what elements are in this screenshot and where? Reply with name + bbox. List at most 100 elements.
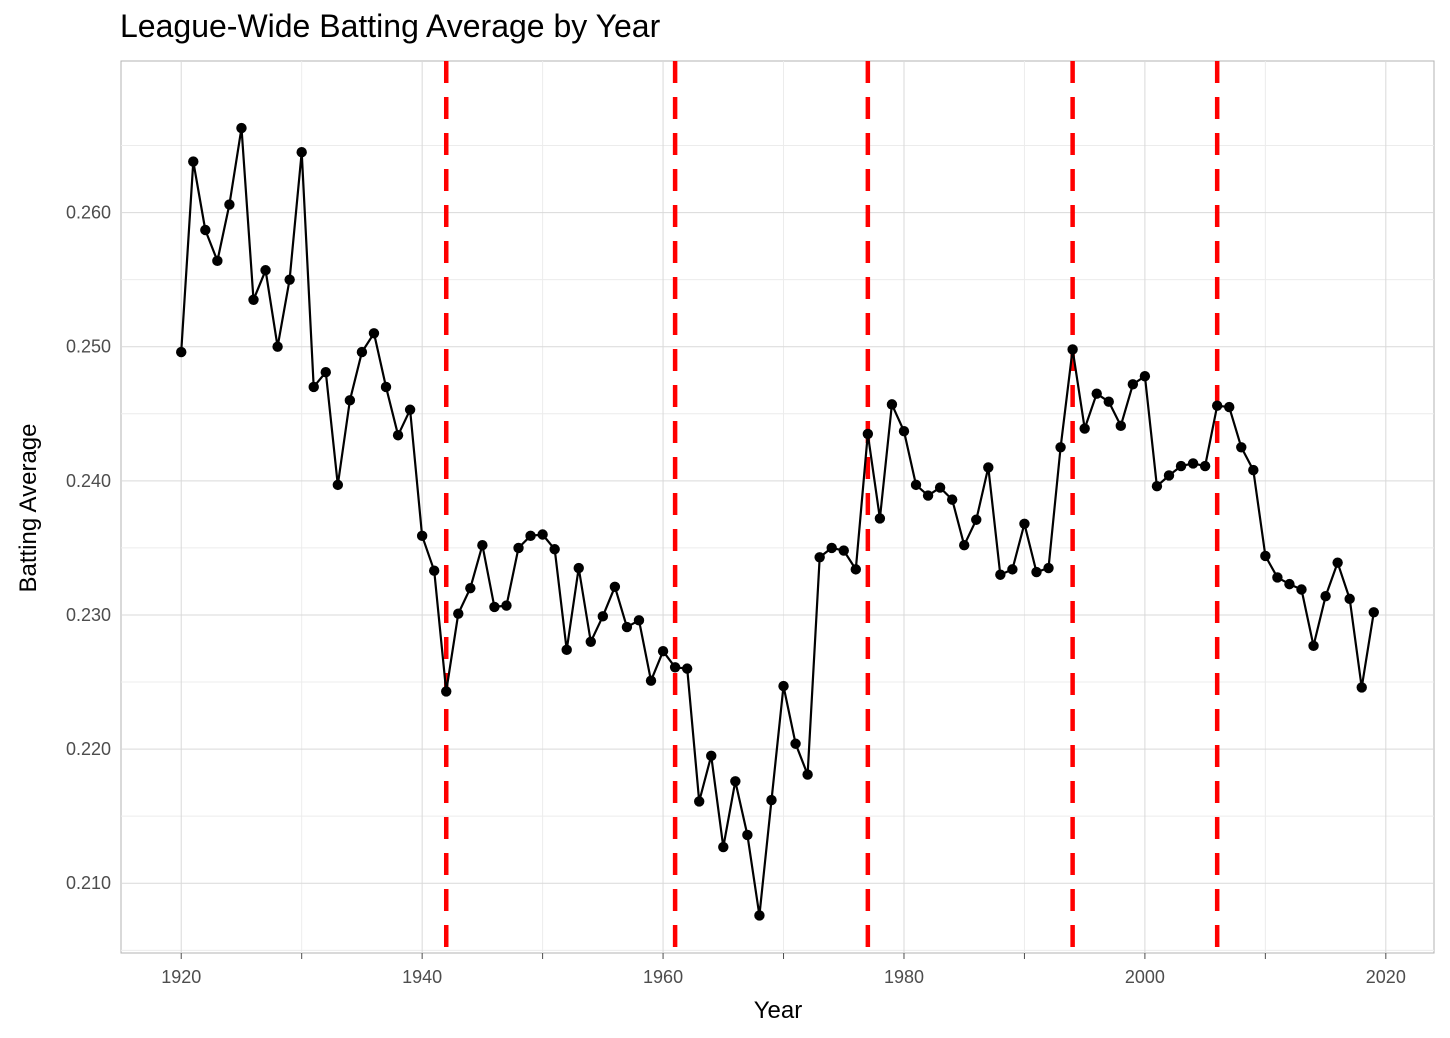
data-point xyxy=(573,562,584,574)
data-point xyxy=(1308,640,1319,652)
data-point xyxy=(754,910,765,921)
data-point xyxy=(1332,557,1343,568)
data-point xyxy=(1224,401,1235,413)
data-point xyxy=(621,621,633,633)
data-point xyxy=(1091,388,1102,399)
y-axis-title: Batting Average xyxy=(15,423,42,592)
data-point xyxy=(224,199,235,210)
data-point xyxy=(477,540,488,551)
data-point xyxy=(1236,442,1247,453)
data-point xyxy=(1079,423,1090,434)
data-point xyxy=(1368,607,1379,618)
data-point xyxy=(212,255,223,267)
data-point xyxy=(814,552,825,563)
data-point xyxy=(1248,464,1259,476)
data-point xyxy=(1019,518,1030,529)
data-point xyxy=(1320,591,1331,602)
data-point xyxy=(561,644,572,656)
data-point xyxy=(778,680,789,692)
data-point xyxy=(910,479,922,491)
data-point xyxy=(730,776,741,787)
data-point xyxy=(1139,371,1151,382)
x-tick-label: 1980 xyxy=(884,967,924,987)
data-point xyxy=(1127,379,1139,390)
data-point xyxy=(308,381,319,393)
data-point xyxy=(1211,400,1223,411)
data-point xyxy=(585,636,596,648)
data-point xyxy=(513,542,524,554)
data-point xyxy=(380,381,392,393)
data-point xyxy=(959,540,970,551)
data-point xyxy=(718,841,729,853)
data-point xyxy=(1115,420,1127,432)
y-tick-label: 0.210 xyxy=(66,873,111,893)
data-point xyxy=(850,564,861,575)
data-point xyxy=(537,529,548,540)
data-point xyxy=(766,794,777,806)
y-tick-label: 0.230 xyxy=(66,605,111,625)
x-axis-ticks: 1920 1940 1960 1980 2000 2020 xyxy=(161,953,1406,987)
data-point xyxy=(597,611,609,622)
data-point xyxy=(645,675,657,686)
data-point xyxy=(886,399,898,410)
data-point xyxy=(742,829,753,841)
data-point xyxy=(657,645,669,657)
data-point xyxy=(236,122,247,134)
data-point xyxy=(404,404,416,415)
data-point xyxy=(1260,550,1271,562)
data-point xyxy=(971,514,982,525)
data-point xyxy=(525,530,536,542)
data-point xyxy=(1067,344,1078,355)
data-point xyxy=(1284,578,1295,590)
data-point xyxy=(1055,442,1066,453)
data-point xyxy=(368,328,380,339)
data-point xyxy=(826,542,837,554)
data-point xyxy=(874,513,886,524)
series-line xyxy=(180,127,1375,917)
data-point xyxy=(838,545,849,556)
data-point xyxy=(1031,566,1042,578)
data-point xyxy=(1043,562,1054,574)
data-point xyxy=(934,482,946,493)
data-point xyxy=(320,366,331,378)
x-tick-label: 1940 xyxy=(402,967,442,987)
y-axis-ticks: 0.210 0.220 0.230 0.240 0.250 0.260 xyxy=(66,203,111,894)
data-point xyxy=(489,601,500,613)
x-tick-label: 2000 xyxy=(1125,967,1165,987)
data-point xyxy=(344,395,356,406)
data-point xyxy=(995,569,1006,580)
data-point xyxy=(922,490,934,501)
x-tick-label: 1920 xyxy=(161,967,201,987)
data-point xyxy=(694,796,705,807)
data-point xyxy=(272,341,283,352)
data-point xyxy=(549,544,560,555)
data-point xyxy=(416,530,428,542)
y-tick-label: 0.260 xyxy=(66,203,111,223)
data-point xyxy=(501,600,512,611)
data-point xyxy=(441,686,452,697)
data-point xyxy=(392,430,404,441)
data-point xyxy=(428,565,440,576)
data-point xyxy=(176,346,187,358)
data-point xyxy=(633,615,645,626)
data-point xyxy=(946,494,958,505)
data-point xyxy=(609,581,621,593)
data-point xyxy=(862,428,874,440)
data-point xyxy=(200,224,211,236)
data-point xyxy=(669,662,681,673)
reference-lines xyxy=(443,61,1220,953)
data-point xyxy=(248,294,259,305)
data-point xyxy=(983,462,994,473)
y-tick-label: 0.220 xyxy=(66,739,111,759)
panel-border xyxy=(120,60,1435,954)
data-point xyxy=(1163,470,1175,481)
x-axis-title: Year xyxy=(754,997,803,1024)
data-point xyxy=(1007,564,1018,575)
data-point xyxy=(1356,682,1367,693)
data-point xyxy=(706,750,717,762)
data-point xyxy=(296,147,307,158)
data-point xyxy=(1175,460,1187,472)
data-point xyxy=(1296,584,1307,595)
data-point xyxy=(356,346,368,358)
